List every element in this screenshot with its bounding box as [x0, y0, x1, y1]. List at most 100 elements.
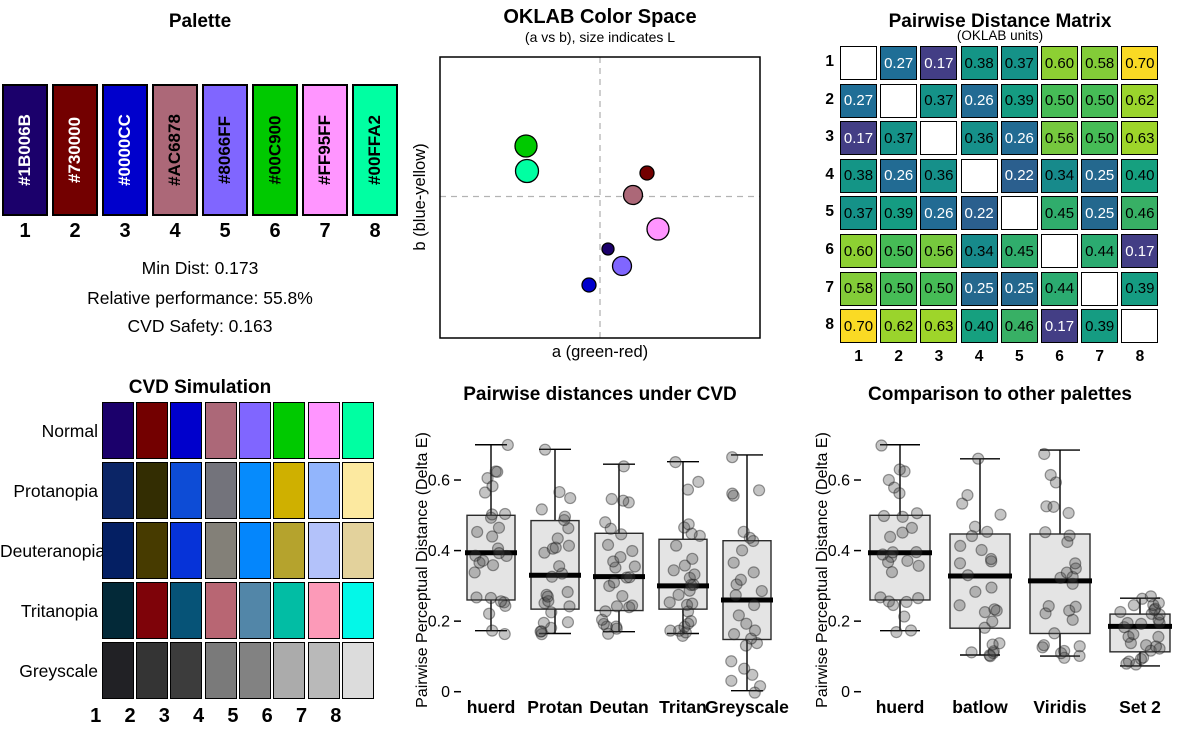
jitter-point [546, 542, 559, 555]
matrix-cell-r5c8: 0.46 [1121, 196, 1159, 231]
jitter-point [1063, 604, 1076, 617]
jitter-point [1153, 642, 1166, 655]
cvd-swatch-protanopia-7 [307, 462, 340, 519]
jitter-point [604, 522, 617, 535]
jitter-point [491, 542, 505, 555]
jitter-point [486, 559, 500, 572]
jitter-point [884, 550, 898, 563]
matrix-cell-r1c6: 0.60 [1041, 46, 1078, 80]
jitter-point [686, 552, 699, 565]
y-tick-label: 0 [441, 684, 450, 701]
jitter-point [1058, 644, 1071, 658]
jitter-point [1147, 598, 1160, 612]
matrix-cell-r3c2: 0.37 [880, 121, 918, 156]
jitter-point [1118, 621, 1131, 634]
jitter-point [956, 497, 969, 510]
scatter-plot-frame [439, 56, 761, 339]
cvd-swatch-protanopia-4 [204, 462, 237, 519]
oklab-plot [439, 56, 761, 339]
oklab-point-8 [581, 277, 597, 293]
box-huerd [869, 514, 931, 601]
category-label-huerd: huerd [876, 697, 925, 717]
matrix-cell-r5c3: 0.26 [920, 196, 958, 231]
jitter-point [617, 494, 630, 507]
jitter-point [1134, 652, 1148, 666]
jitter-point [483, 607, 496, 620]
cvd-col-number-3: 3 [158, 705, 170, 727]
category-label-Viridis: Viridis [1033, 697, 1086, 717]
jitter-point [747, 534, 760, 548]
jitter-point [622, 496, 635, 509]
cvd-swatch-deuteranopia-8 [341, 522, 374, 579]
cvd-swatch-protanopia-3 [170, 462, 203, 519]
matrix-cell-r4c3: 0.36 [920, 158, 958, 193]
jitter-point [739, 639, 753, 652]
jitter-point [614, 550, 627, 564]
cvd-swatch-greyscale-6 [273, 642, 306, 699]
jitter-point [753, 680, 767, 693]
box-Set 2 [1109, 613, 1171, 653]
jitter-point [884, 530, 897, 543]
jitter-point [605, 492, 618, 506]
comparison-boxplot-panel: Comparison to other palettes Pairwise Pe… [800, 375, 1200, 750]
category-label-Protan: Protan [527, 697, 582, 717]
matrix-row-label-4: 4 [825, 165, 834, 183]
jitter-point [1152, 630, 1165, 644]
jitter-point [498, 507, 512, 521]
jitter-point [735, 544, 749, 557]
matrix-col-label-6: 6 [1055, 347, 1064, 365]
matrix-cell-r1c2: 0.27 [880, 46, 918, 80]
jitter-point [1069, 562, 1082, 575]
palette-swatch-8: #00FFA2 [352, 84, 398, 216]
jitter-point [1060, 566, 1073, 579]
distance-matrix-grid: 1 0.27 0.17 0.38 0.37 0.60 0.58 0.70 2 0.27 0.37 0.… [825, 46, 1160, 365]
jitter-point [1054, 571, 1067, 584]
matrix-cell-r8c4: 0.40 [960, 309, 998, 344]
jitter-point [978, 606, 992, 619]
matrix-row-label-2: 2 [825, 90, 834, 108]
cvd-col-number-2: 2 [124, 705, 136, 727]
jitter-point [727, 556, 740, 569]
jitter-point [685, 527, 698, 540]
jitter-point [1135, 617, 1148, 630]
matrix-cell-r7c1: 0.58 [840, 271, 877, 306]
jitter-point [676, 629, 689, 642]
jitter-point [748, 686, 761, 699]
jitter-point [896, 526, 909, 539]
jitter-point [1039, 607, 1052, 620]
matrix-cell-r2c2 [880, 83, 918, 118]
jitter-point [1042, 600, 1055, 613]
jitter-point [551, 532, 564, 545]
jitter-point [882, 473, 895, 487]
matrix-cell-r4c4 [960, 158, 998, 193]
jitter-point [684, 615, 698, 628]
oklab-point-7 [611, 255, 633, 277]
palette-swatch-number-1: 1 [19, 220, 31, 242]
matrix-cell-r7c8: 0.39 [1121, 271, 1159, 306]
cvd-col-number-5: 5 [227, 705, 239, 727]
jitter-point [678, 559, 691, 572]
cvd-simulation-panel: CVD Simulation Normal Protanopia Deuterano… [0, 375, 400, 750]
jitter-point [727, 628, 741, 641]
jitter-point [553, 560, 566, 573]
jitter-point [912, 592, 925, 605]
matrix-cell-r6c4: 0.34 [960, 234, 998, 268]
matrix-row-label-3: 3 [825, 128, 834, 146]
palette-swatch-3: #0000CC [102, 84, 148, 216]
palette-swatch-2: #730000 [52, 84, 98, 216]
jitter-point [678, 521, 691, 534]
matrix-cell-r3c6: 0.56 [1041, 121, 1078, 156]
matrix-cell-r7c2: 0.50 [880, 271, 918, 306]
jitter-point [990, 604, 1003, 617]
palette-panel: Palette #1B006B 1 #730000 2 #0000CC 3 #AC6878 4… [0, 0, 400, 375]
oklab-y-axis-label: b (blue-yellow) [411, 143, 429, 251]
jitter-point [492, 547, 506, 560]
jitter-point [1144, 590, 1157, 603]
matrix-cell-r1c3: 0.17 [920, 46, 958, 80]
jitter-point [743, 531, 756, 544]
jitter-point [485, 508, 499, 521]
jitter-point [692, 475, 705, 488]
cvd-title: CVD Simulation [128, 377, 272, 398]
matrix-cell-r7c5: 0.25 [1000, 271, 1038, 306]
jitter-point [484, 511, 498, 524]
